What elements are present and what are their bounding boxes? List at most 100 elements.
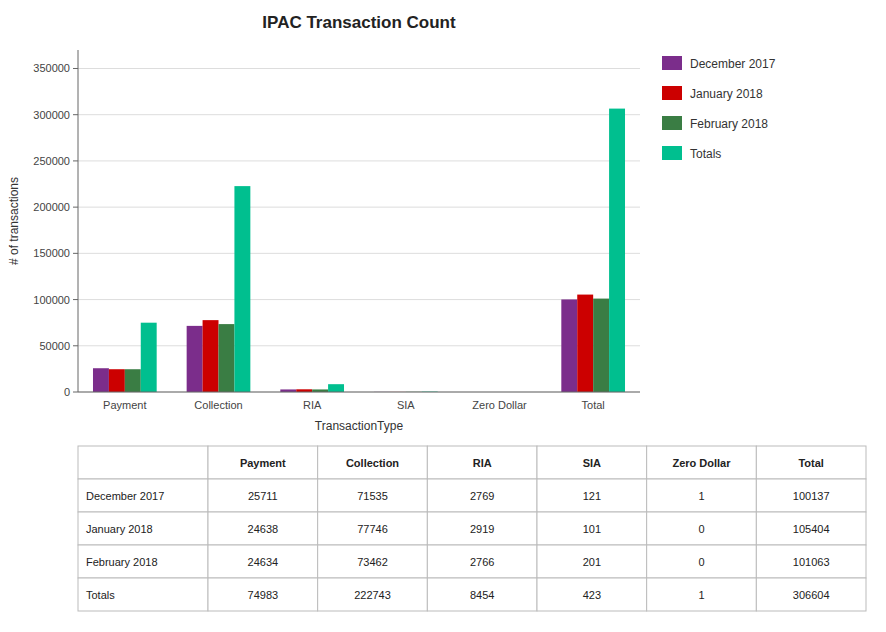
y-tick-label: 0	[64, 386, 70, 398]
table-cell	[427, 479, 537, 512]
table-value: 24634	[248, 556, 279, 568]
table-value: 25711	[248, 490, 278, 502]
y-tick-label: 100000	[33, 294, 70, 306]
table-value: 1	[698, 490, 704, 502]
x-tick-label: RIA	[303, 399, 322, 411]
bar	[561, 299, 577, 392]
table-cell	[647, 512, 757, 545]
table-value: 8454	[470, 589, 494, 601]
y-tick	[73, 160, 78, 161]
table-cell	[647, 578, 757, 611]
table-cell	[78, 479, 208, 512]
table-cell	[208, 578, 318, 611]
data-table: PaymentCollectionRIASIAZero DollarTotalD…	[78, 446, 866, 611]
bar	[125, 369, 141, 392]
legend-swatch	[662, 116, 682, 130]
bar-series	[109, 295, 593, 392]
table-value: 2766	[470, 556, 494, 568]
table-cell	[537, 479, 647, 512]
table-cell	[756, 512, 866, 545]
grid-line	[78, 392, 640, 393]
x-tick-label: Collection	[194, 399, 242, 411]
table-cell	[756, 446, 866, 479]
legend-label: January 2018	[690, 87, 763, 101]
table-cell	[427, 545, 537, 578]
bar	[93, 368, 109, 392]
table-value: 1	[698, 589, 704, 601]
legend-label: Totals	[690, 147, 721, 161]
table-cell	[208, 479, 318, 512]
table-cell	[78, 512, 208, 545]
background	[0, 0, 886, 632]
chart-container: IPAC Transaction Count # of transactions 0…	[0, 0, 886, 632]
table-value: 101	[583, 523, 601, 535]
grid	[78, 68, 640, 392]
bar	[203, 320, 219, 392]
bars	[93, 109, 625, 392]
bar	[609, 109, 625, 392]
grid-line	[78, 299, 640, 300]
y-tick	[73, 68, 78, 69]
table-value: 101063	[793, 556, 830, 568]
table-cell	[318, 578, 428, 611]
table-cell	[318, 446, 428, 479]
bar	[141, 323, 157, 392]
bar	[187, 326, 203, 392]
table-value: 121	[583, 490, 601, 502]
y-tick-label: 300000	[33, 109, 70, 121]
table-cell	[78, 545, 208, 578]
table-value: 423	[583, 589, 601, 601]
table-row-label: December 2017	[86, 490, 164, 502]
table-value: 0	[698, 523, 704, 535]
y-tick	[73, 345, 78, 346]
table-cell	[427, 578, 537, 611]
table-cell	[318, 479, 428, 512]
legend-swatch	[662, 86, 682, 100]
table-cell	[647, 479, 757, 512]
legend-swatch	[662, 146, 682, 160]
bar-series	[125, 299, 609, 392]
table-row-label: Totals	[86, 589, 115, 601]
table-cell	[537, 545, 647, 578]
table-cell	[78, 578, 208, 611]
legend: December 2017 January 2018 February 2018 To…	[662, 56, 776, 161]
table-cell	[78, 446, 208, 479]
y-tick-label: 50000	[39, 340, 70, 352]
table-cell	[756, 479, 866, 512]
table-header: RIA	[473, 457, 492, 469]
table-value: 306604	[793, 589, 830, 601]
y-tick	[73, 114, 78, 115]
y-tick	[73, 207, 78, 208]
grid-line	[78, 160, 640, 161]
table-header: Collection	[346, 457, 399, 469]
table-cell	[318, 545, 428, 578]
bar-series	[141, 109, 625, 392]
table-header: Total	[798, 457, 823, 469]
table-value: 100137	[793, 490, 830, 502]
bar	[593, 299, 609, 392]
table-cell	[647, 446, 757, 479]
y-tick	[73, 253, 78, 254]
table-value: 77746	[357, 523, 388, 535]
title: IPAC Transaction Count	[262, 13, 456, 32]
table-value: 73462	[357, 556, 388, 568]
table-cell	[647, 545, 757, 578]
table-value: 222743	[354, 589, 391, 601]
table-value: 0	[698, 556, 704, 568]
y-tick-label: 350000	[33, 62, 70, 74]
legend-label: December 2017	[690, 57, 776, 71]
y-axis-label: # of transactions	[7, 177, 21, 265]
x-axis-label: TransactionType	[315, 419, 404, 433]
table-value: 74983	[248, 589, 279, 601]
bar	[109, 369, 125, 392]
table-cell	[208, 512, 318, 545]
table-value: 105404	[793, 523, 830, 535]
y-tick-label: 200000	[33, 201, 70, 213]
table-value: 71535	[357, 490, 388, 502]
bar-series	[93, 299, 577, 392]
table-cell	[318, 512, 428, 545]
legend-label: February 2018	[690, 117, 768, 131]
legend-swatch	[662, 56, 682, 70]
table-header: Zero Dollar	[672, 457, 731, 469]
grid-line	[78, 345, 640, 346]
